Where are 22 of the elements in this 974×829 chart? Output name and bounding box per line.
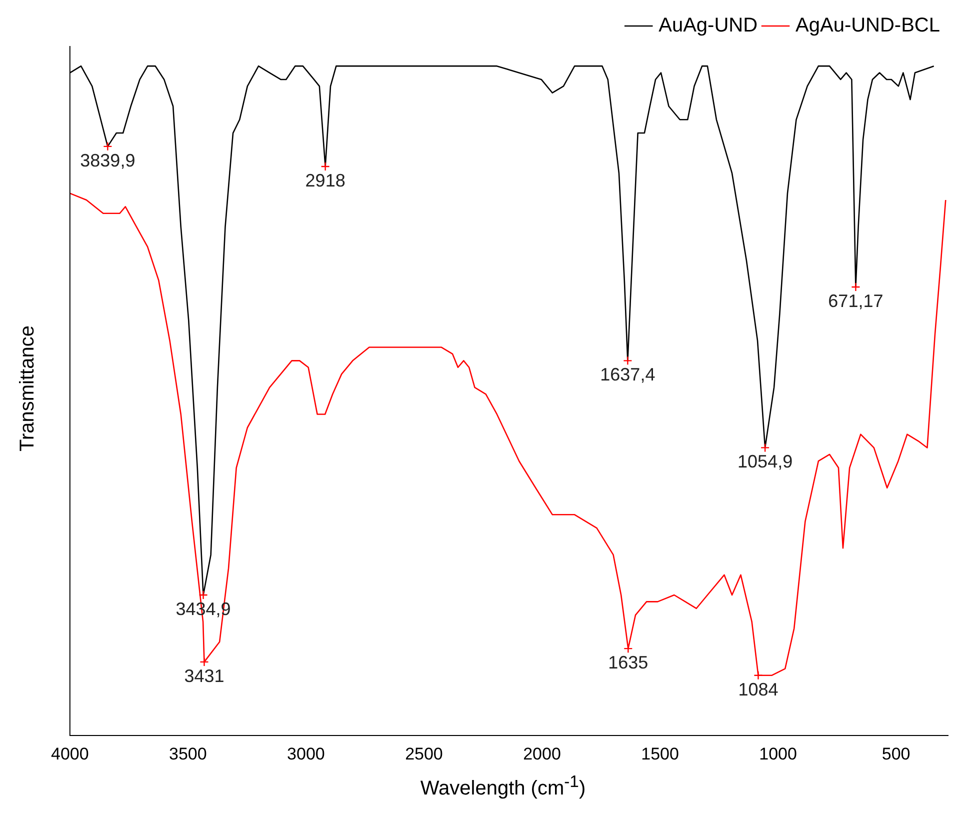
x-tick-label: 2000 xyxy=(523,744,561,764)
annotation: 2918 xyxy=(305,170,346,190)
x-tick-label: 3000 xyxy=(287,744,325,764)
legend-label: AuAg-UND xyxy=(658,14,758,37)
annotation: 1054,9 xyxy=(738,452,793,472)
annotation: 671,17 xyxy=(828,290,884,311)
point xyxy=(754,670,763,680)
y-axis-title: Transmittance xyxy=(16,325,40,451)
annotation: 1084 xyxy=(738,679,778,700)
x-tick-label: 4000 xyxy=(50,744,89,764)
x-tick-label: 1500 xyxy=(641,744,679,764)
point xyxy=(200,657,209,667)
x-tick-label: 500 xyxy=(882,744,910,764)
x-tick-label: 1000 xyxy=(759,744,797,764)
annotation: 1635 xyxy=(608,652,648,673)
annotation: 3431 xyxy=(184,666,224,686)
legend-label: AgAu-UND-BCL xyxy=(796,14,940,37)
x-tick-label: 2500 xyxy=(405,744,443,764)
annotation: 1637,4 xyxy=(600,364,656,385)
annotation: 3839,9 xyxy=(80,150,136,170)
x-tick-label: 3500 xyxy=(169,744,207,764)
x-axis-title: Wavelength (cm$^{-1}$) xyxy=(419,772,587,801)
